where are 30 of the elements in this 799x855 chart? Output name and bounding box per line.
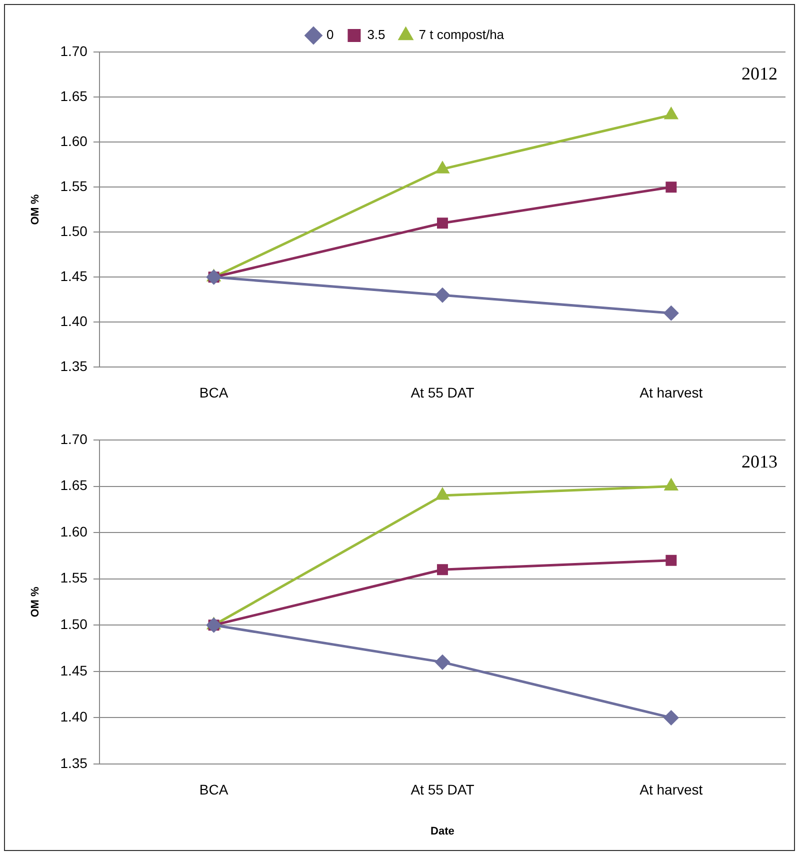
legend-label: 0 [326, 27, 334, 42]
y-tick-label: 1.60 [60, 523, 88, 540]
x-axis-title: Date [430, 825, 454, 838]
x-tick-label: BCA [199, 384, 229, 400]
y-tick-label: 1.60 [60, 132, 88, 149]
y-tick-label: 1.45 [60, 268, 88, 284]
y-axis-title: OM % [30, 194, 42, 225]
x-tick-label: At harvest [640, 384, 703, 400]
legend-label: 3.5 [367, 27, 386, 42]
x-tick-label: At harvest [640, 781, 703, 798]
y-tick-label: 1.65 [60, 88, 88, 104]
annotation: 2013 [742, 452, 778, 472]
x-tick-label: BCA [199, 781, 229, 798]
y-tick-label: 1.55 [60, 570, 88, 586]
y-tick-label: 1.70 [60, 430, 88, 447]
y-tick-label: 1.40 [60, 313, 88, 330]
y-axis-title: OM % [30, 586, 42, 618]
legend-label: 7 t compost/ha [418, 27, 505, 42]
y-tick-label: 1.40 [60, 708, 88, 725]
y-tick-label: 1.55 [60, 178, 88, 194]
y-tick-label: 1.45 [60, 662, 88, 678]
y-tick-label: 1.50 [60, 616, 88, 632]
x-tick-label: At 55 DAT [410, 384, 475, 400]
y-tick-label: 1.35 [60, 754, 88, 771]
y-tick-label: 1.50 [60, 222, 88, 239]
y-tick-label: 1.65 [60, 477, 88, 494]
y-tick-label: 1.35 [60, 358, 88, 374]
annotation: 2012 [742, 64, 778, 84]
y-tick-label: 1.70 [60, 42, 88, 59]
x-tick-label: At 55 DAT [410, 781, 475, 798]
